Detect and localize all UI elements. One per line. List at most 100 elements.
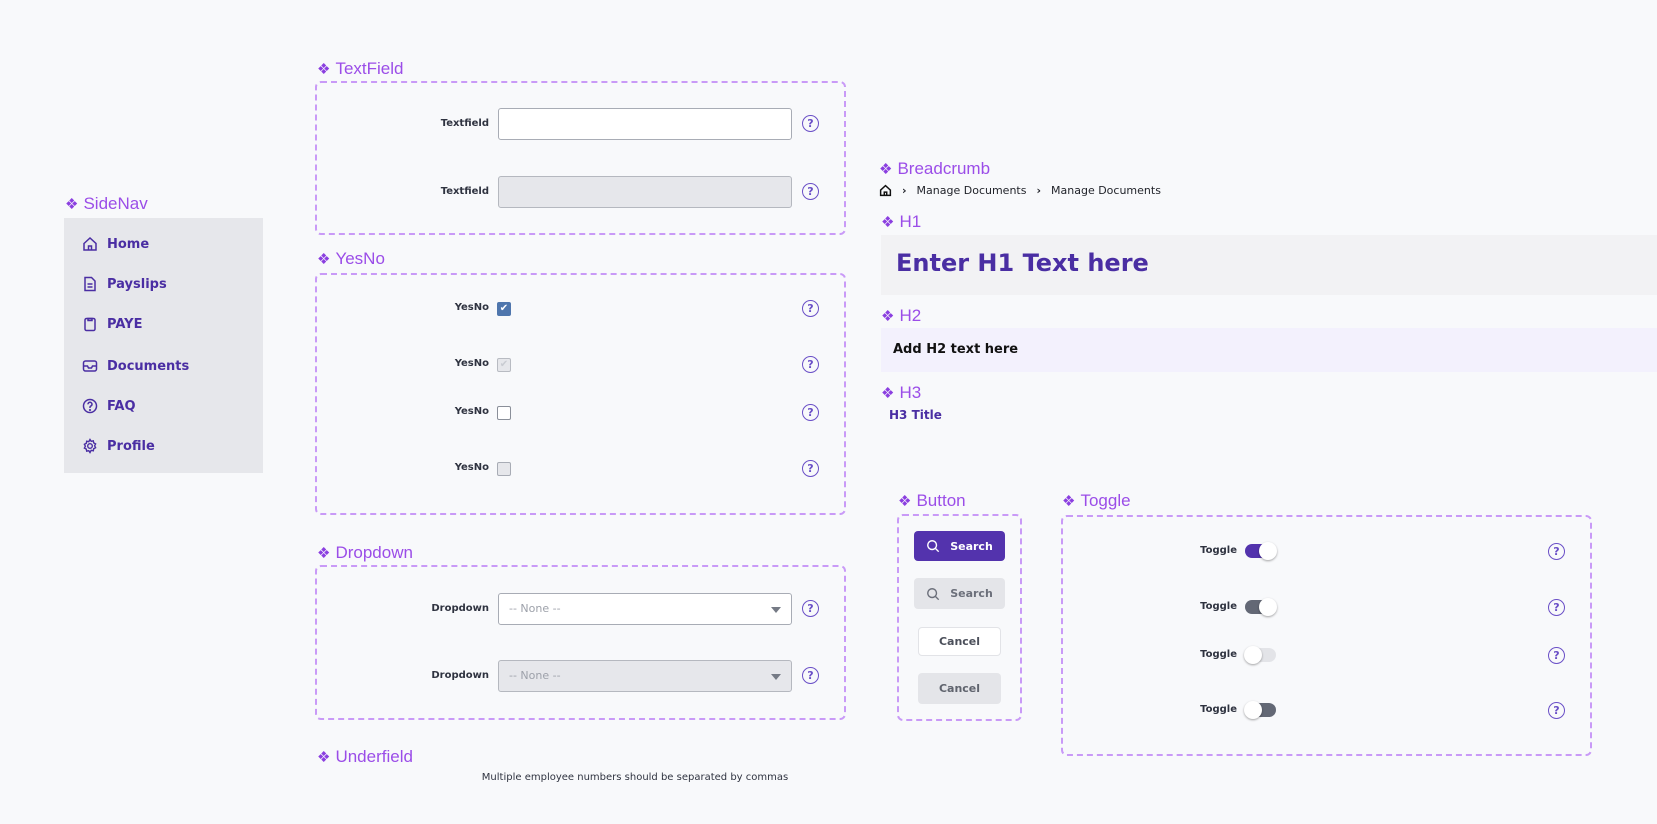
- home-icon: [83, 236, 97, 251]
- dropdown-value: -- None --: [509, 602, 561, 615]
- textfield-input[interactable]: [498, 108, 792, 140]
- breadcrumb-item[interactable]: Manage Documents: [916, 184, 1027, 197]
- sidebar-item-home[interactable]: Home: [82, 236, 149, 252]
- toggle-switch-on-disabled: [1245, 598, 1277, 616]
- search-icon: [927, 587, 940, 600]
- dropdown-select[interactable]: -- None --: [498, 593, 792, 625]
- chevron-right-icon: ›: [1036, 184, 1042, 197]
- sidebar-item-faq[interactable]: FAQ: [82, 398, 136, 414]
- help-icon[interactable]: ?: [802, 183, 819, 200]
- h1-container: Enter H1 Text here: [881, 235, 1657, 295]
- section-title-underfield: ❖ Underfield: [317, 747, 413, 767]
- chevron-right-icon: ›: [902, 184, 907, 197]
- dropdown-select-disabled: -- None --: [498, 660, 792, 692]
- home-icon[interactable]: [879, 184, 892, 197]
- textfield-input-disabled: [498, 176, 792, 208]
- dropdown-value: -- None --: [509, 669, 561, 682]
- yesno-label: YesNo: [454, 406, 489, 417]
- section-label: Underfield: [335, 747, 413, 766]
- sidebar-item-label: Home: [107, 236, 150, 252]
- help-icon[interactable]: ?: [1548, 702, 1565, 719]
- toggle-switch-off[interactable]: [1244, 646, 1276, 664]
- cancel-button[interactable]: Cancel: [918, 627, 1001, 656]
- help-icon[interactable]: ?: [802, 356, 819, 373]
- section-label: YesNo: [335, 249, 385, 268]
- yesno-checkbox-checked-disabled: ✔: [497, 358, 511, 372]
- section-title-yesno: ❖ YesNo: [317, 249, 385, 269]
- component-icon: ❖: [879, 161, 893, 178]
- breadcrumb: › Manage Documents › Manage Documents: [879, 184, 1161, 197]
- section-label: H2: [899, 306, 922, 325]
- component-icon: ❖: [881, 385, 895, 402]
- sidebar-item-label: PAYE: [107, 316, 143, 332]
- dropdown-label: Dropdown: [431, 603, 489, 614]
- dropdown-group: [315, 565, 846, 720]
- component-icon: ❖: [881, 308, 895, 325]
- yesno-checkbox-checked[interactable]: ✔: [497, 302, 511, 316]
- section-title-toggle: ❖ Toggle: [1062, 491, 1131, 511]
- yesno-label: YesNo: [454, 358, 489, 369]
- dropdown-label: Dropdown: [431, 670, 489, 681]
- toggle-switch-on[interactable]: [1245, 542, 1277, 560]
- yesno-label: YesNo: [454, 302, 489, 313]
- section-title-dropdown: ❖ Dropdown: [317, 543, 413, 563]
- help-icon[interactable]: ?: [802, 600, 819, 617]
- component-icon: ❖: [317, 749, 331, 766]
- toggle-knob: [1244, 701, 1262, 719]
- section-label: Toggle: [1080, 491, 1131, 510]
- sidebar-item-label: Documents: [107, 358, 190, 374]
- document-icon: [84, 276, 96, 292]
- sidebar-item-payslips[interactable]: Payslips: [82, 276, 167, 292]
- toggle-group: [1061, 515, 1592, 756]
- help-icon[interactable]: ?: [802, 115, 819, 132]
- help-icon[interactable]: ?: [802, 404, 819, 421]
- clipboard-icon: [84, 317, 96, 332]
- side-nav: Home Payslips PAYE Documents FAQ Profile: [64, 218, 263, 473]
- toggle-label: Toggle: [1200, 545, 1237, 556]
- component-icon: ❖: [881, 214, 895, 231]
- page-title: Enter H1 Text here: [896, 249, 1149, 277]
- help-icon[interactable]: ?: [802, 460, 819, 477]
- search-button-disabled: Search: [914, 578, 1005, 609]
- h2-container: Add H2 text here: [881, 328, 1657, 372]
- help-icon[interactable]: ?: [1548, 599, 1565, 616]
- yesno-checkbox[interactable]: [497, 406, 511, 420]
- help-icon[interactable]: ?: [1548, 543, 1565, 560]
- button-label: Search: [950, 587, 993, 600]
- section-title-h1: ❖ H1: [881, 212, 921, 232]
- sidebar-item-profile[interactable]: Profile: [82, 438, 155, 454]
- sidebar-item-documents[interactable]: Documents: [82, 358, 189, 374]
- toggle-label: Toggle: [1200, 649, 1237, 660]
- inbox-icon: [82, 360, 98, 372]
- toggle-label: Toggle: [1200, 601, 1237, 612]
- textfield-label: Textfield: [440, 118, 489, 129]
- sidebar-item-label: Payslips: [107, 276, 167, 292]
- component-icon: ❖: [317, 251, 331, 268]
- section-label: Dropdown: [335, 543, 413, 562]
- section-title-textfield: ❖ TextField: [317, 59, 403, 79]
- button-label: Cancel: [938, 635, 981, 648]
- button-label: Search: [950, 539, 993, 553]
- section-title-breadcrumb: ❖ Breadcrumb: [879, 159, 990, 179]
- help-icon[interactable]: ?: [802, 300, 819, 317]
- button-group: [897, 514, 1022, 721]
- component-icon: ❖: [65, 196, 79, 213]
- toggle-switch-off-disabled: [1244, 701, 1276, 719]
- sidebar-item-label: Profile: [107, 438, 155, 454]
- component-icon: ❖: [317, 545, 331, 562]
- question-circle-icon: [82, 398, 98, 414]
- sidebar-item-label: FAQ: [107, 398, 136, 414]
- subheading: H3 Title: [889, 408, 942, 422]
- toggle-label: Toggle: [1200, 704, 1237, 715]
- help-icon[interactable]: ?: [1548, 647, 1565, 664]
- sidebar-item-paye[interactable]: PAYE: [82, 316, 142, 332]
- section-label: Button: [916, 491, 966, 510]
- textfield-group: [315, 81, 846, 235]
- help-icon[interactable]: ?: [802, 667, 819, 684]
- gear-icon: [83, 438, 97, 454]
- section-label: SideNav: [83, 194, 148, 213]
- toggle-knob: [1259, 542, 1277, 560]
- yesno-group: [315, 273, 846, 515]
- component-icon: ❖: [898, 493, 912, 510]
- search-button[interactable]: Search: [914, 531, 1005, 561]
